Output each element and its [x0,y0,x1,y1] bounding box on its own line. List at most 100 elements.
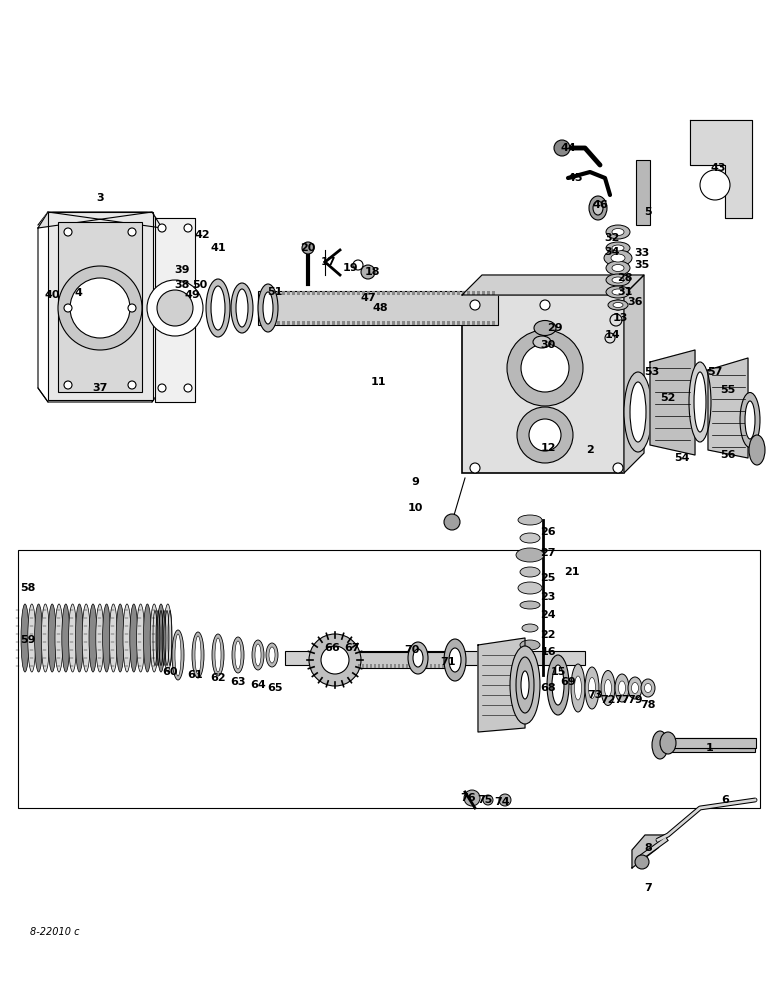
Text: 27: 27 [540,548,556,558]
Bar [432,321,435,325]
Ellipse shape [624,372,652,452]
Ellipse shape [28,604,36,672]
Bar [394,664,396,668]
Ellipse shape [172,630,184,680]
Ellipse shape [534,320,556,336]
Bar [427,291,430,295]
Ellipse shape [631,682,638,694]
Text: 5: 5 [644,207,652,217]
Bar [377,321,380,325]
Text: 42: 42 [195,230,210,240]
Circle shape [64,228,72,236]
Text: 58: 58 [20,583,36,593]
Bar [397,321,400,325]
Bar [372,291,375,295]
Polygon shape [624,275,644,473]
Bar [357,291,360,295]
Circle shape [64,381,72,389]
Bar [434,664,436,668]
Ellipse shape [604,680,611,696]
Bar [262,291,265,295]
Bar [347,291,350,295]
Bar [322,321,325,325]
Bar [302,291,305,295]
Bar [370,664,372,668]
Bar [285,651,585,665]
Text: 25: 25 [540,573,556,583]
Bar [317,321,320,325]
Bar [267,291,270,295]
Bar [397,291,400,295]
Ellipse shape [606,261,630,275]
Circle shape [353,260,363,270]
Circle shape [158,384,166,392]
Bar [467,291,470,295]
Bar [307,291,310,295]
Ellipse shape [252,640,264,670]
Text: 73: 73 [587,690,603,700]
Circle shape [309,634,361,686]
Bar [430,664,432,668]
Bar [407,291,410,295]
Bar [327,291,330,295]
Ellipse shape [521,671,529,699]
Bar [367,321,370,325]
Ellipse shape [164,604,172,672]
Bar [362,321,365,325]
Text: 48: 48 [372,303,388,313]
Ellipse shape [444,639,466,681]
Circle shape [540,300,550,310]
Ellipse shape [413,649,423,667]
Ellipse shape [516,548,544,562]
Text: 11: 11 [371,377,386,387]
Ellipse shape [258,284,278,332]
Polygon shape [690,120,752,218]
Text: 17: 17 [320,257,336,267]
Bar [58,222,142,392]
Bar [392,321,395,325]
Ellipse shape [21,604,29,672]
Bar [492,291,495,295]
Ellipse shape [62,604,69,672]
Bar [358,664,360,668]
Ellipse shape [606,274,630,286]
Ellipse shape [518,515,542,525]
Ellipse shape [611,254,625,262]
Bar [462,321,465,325]
Bar [390,664,392,668]
Text: 59: 59 [20,635,36,645]
Ellipse shape [589,196,607,220]
Text: 61: 61 [187,670,203,680]
Ellipse shape [76,604,83,672]
Ellipse shape [612,245,624,251]
Bar [457,321,460,325]
Bar [407,321,410,325]
Bar [418,664,420,668]
Ellipse shape [151,604,158,672]
Text: 76: 76 [460,793,476,803]
Ellipse shape [612,229,624,235]
Bar [668,738,756,748]
Text: 69: 69 [560,677,576,687]
Ellipse shape [35,604,42,672]
Text: 24: 24 [540,610,556,620]
Ellipse shape [520,640,540,650]
Bar [412,291,415,295]
Text: 12: 12 [540,443,556,453]
Polygon shape [650,350,695,455]
Ellipse shape [206,279,230,337]
Circle shape [64,304,72,312]
Bar [477,291,480,295]
Bar [417,321,420,325]
Circle shape [321,646,349,674]
Text: 75: 75 [477,795,493,805]
Bar [272,291,275,295]
Text: 34: 34 [604,247,620,257]
Circle shape [128,381,136,389]
Ellipse shape [585,667,599,709]
Text: 72: 72 [601,695,616,705]
Bar [366,664,368,668]
Circle shape [70,278,130,338]
Bar [387,321,390,325]
Ellipse shape [269,647,275,663]
